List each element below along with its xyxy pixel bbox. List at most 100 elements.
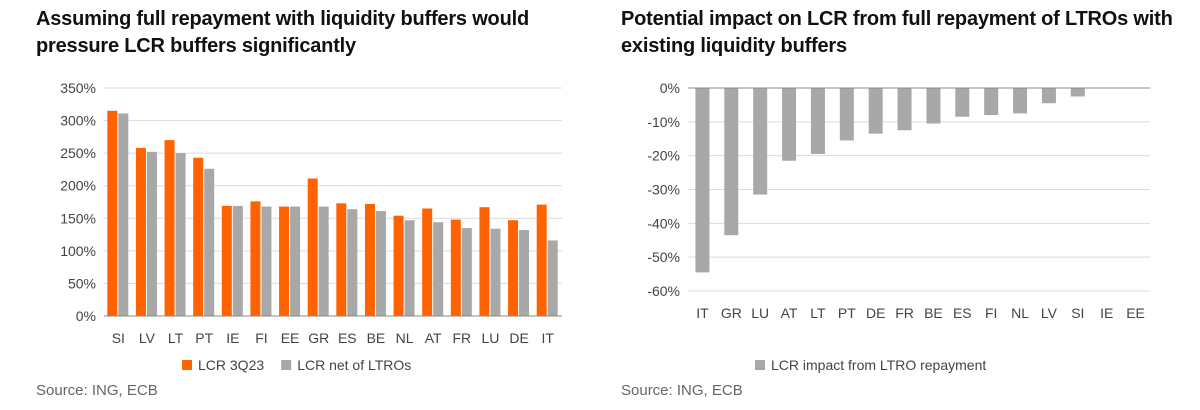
y-tick-label: 0% bbox=[660, 80, 680, 96]
bar-lcr-net-of-ltros-it bbox=[547, 240, 558, 316]
x-tick-label: DE bbox=[866, 305, 885, 321]
bar-lcr-impact-from-ltro-repayment-nl bbox=[1013, 88, 1028, 114]
legend-label: LCR impact from LTRO repayment bbox=[771, 357, 986, 373]
legend-swatch bbox=[182, 360, 192, 370]
bar-lcr-impact-from-ltro-repayment-pt bbox=[839, 88, 854, 141]
bar-lcr-net-of-ltros-fi bbox=[261, 206, 272, 316]
x-tick-label: IT bbox=[696, 305, 709, 321]
bar-lcr-3q23-es bbox=[336, 203, 347, 316]
bar-lcr-impact-from-ltro-repayment-lt bbox=[810, 88, 825, 154]
y-tick-label: -10% bbox=[647, 114, 680, 130]
y-tick-label: 150% bbox=[60, 210, 96, 226]
bar-lcr-3q23-ee bbox=[279, 206, 290, 316]
y-tick-label: 50% bbox=[68, 275, 96, 291]
legend-label: LCR 3Q23 bbox=[198, 357, 264, 373]
bar-lcr-impact-from-ltro-repayment-de bbox=[868, 88, 883, 134]
bar-lcr-3q23-at bbox=[422, 208, 433, 316]
y-tick-label: 350% bbox=[60, 80, 96, 96]
bar-lcr-3q23-it bbox=[536, 204, 547, 316]
bar-lcr-impact-from-ltro-repayment-it bbox=[695, 88, 710, 273]
lcr-impact-bar-chart: 0% -10% -20% -30% -40% -50% -60% IT GR LU AT LT PT DE… bbox=[647, 80, 1150, 373]
x-tick-label: LV bbox=[1041, 305, 1058, 321]
y-tick-label: 100% bbox=[60, 243, 96, 259]
bar-lcr-net-of-ltros-de bbox=[519, 230, 530, 316]
bar-lcr-impact-from-ltro-repayment-lv bbox=[1041, 88, 1056, 104]
bar-lcr-impact-from-ltro-repayment-es bbox=[955, 88, 970, 117]
y-tick-label: -20% bbox=[647, 148, 680, 164]
x-tick-label: ES bbox=[338, 330, 357, 346]
x-tick-label: BE bbox=[924, 305, 943, 321]
y-tick-label: -30% bbox=[647, 182, 680, 198]
bar-lcr-net-of-ltros-nl bbox=[404, 220, 415, 316]
x-tick-label: LU bbox=[481, 330, 499, 346]
x-tick-label: FR bbox=[452, 330, 471, 346]
bar-lcr-impact-from-ltro-repayment-fr bbox=[897, 88, 912, 131]
bar-lcr-net-of-ltros-be bbox=[375, 211, 386, 316]
bar-lcr-net-of-ltros-lt bbox=[175, 153, 186, 316]
x-tick-label: SI bbox=[1071, 305, 1084, 321]
x-tick-label: FI bbox=[985, 305, 997, 321]
bar-lcr-3q23-lv bbox=[135, 147, 146, 316]
legend-swatch bbox=[281, 360, 292, 370]
bar-lcr-3q23-pt bbox=[193, 157, 204, 316]
bar-lcr-impact-from-ltro-repayment-gr bbox=[724, 88, 739, 236]
bar-lcr-3q23-be bbox=[364, 203, 375, 316]
x-tick-label: GR bbox=[308, 330, 329, 346]
x-tick-label: NL bbox=[1011, 305, 1029, 321]
bar-lcr-3q23-lu bbox=[479, 207, 490, 316]
y-tick-label: 250% bbox=[60, 145, 96, 161]
chart-source: Source: ING, ECB bbox=[621, 382, 743, 399]
x-tick-label: PT bbox=[195, 330, 213, 346]
x-tick-label: SI bbox=[112, 330, 125, 346]
x-tick-label: IE bbox=[1100, 305, 1113, 321]
x-tick-label: FI bbox=[255, 330, 267, 346]
chart-source: Source: ING, ECB bbox=[36, 382, 158, 399]
legend-label: LCR net of LTROs bbox=[297, 357, 411, 373]
x-tick-label: AT bbox=[781, 305, 798, 321]
bar-lcr-net-of-ltros-si bbox=[118, 113, 129, 316]
bar-lcr-3q23-fr bbox=[450, 219, 461, 316]
bar-lcr-net-of-ltros-ee bbox=[290, 206, 301, 316]
bar-lcr-net-of-ltros-pt bbox=[204, 168, 215, 316]
x-tick-label: LT bbox=[810, 305, 826, 321]
bar-lcr-3q23-si bbox=[107, 110, 118, 316]
x-tick-label: ES bbox=[953, 305, 972, 321]
bar-lcr-3q23-nl bbox=[393, 215, 404, 316]
y-tick-label: -60% bbox=[647, 283, 680, 299]
x-tick-label: GR bbox=[721, 305, 742, 321]
y-tick-label: 300% bbox=[60, 113, 96, 129]
x-tick-label: LV bbox=[139, 330, 156, 346]
x-tick-label: BE bbox=[367, 330, 386, 346]
bar-lcr-net-of-ltros-at bbox=[433, 222, 444, 316]
y-tick-label: 0% bbox=[76, 308, 96, 324]
x-tick-label: IE bbox=[226, 330, 239, 346]
bar-lcr-net-of-ltros-es bbox=[347, 209, 358, 316]
x-tick-label: IT bbox=[541, 330, 554, 346]
x-tick-label: AT bbox=[425, 330, 442, 346]
chart-panel-lcr-impact: Potential impact on LCR from full repaym… bbox=[615, 0, 1200, 410]
x-tick-label: PT bbox=[838, 305, 856, 321]
bar-lcr-net-of-ltros-lu bbox=[490, 228, 501, 316]
x-tick-label: EE bbox=[281, 330, 300, 346]
x-tick-label: EE bbox=[1126, 305, 1145, 321]
y-tick-label: 200% bbox=[60, 178, 96, 194]
x-tick-label: DE bbox=[509, 330, 528, 346]
bar-lcr-net-of-ltros-gr bbox=[318, 206, 329, 316]
bar-lcr-3q23-fi bbox=[250, 201, 261, 316]
x-tick-label: LU bbox=[751, 305, 769, 321]
chart-title: Potential impact on LCR from full repaym… bbox=[621, 8, 1173, 57]
bar-lcr-impact-from-ltro-repayment-at bbox=[782, 88, 797, 161]
x-tick-label: NL bbox=[396, 330, 414, 346]
bar-lcr-impact-from-ltro-repayment-lu bbox=[753, 88, 768, 195]
x-tick-label: FR bbox=[895, 305, 914, 321]
bar-lcr-3q23-lt bbox=[164, 140, 175, 316]
bar-lcr-3q23-gr bbox=[307, 178, 318, 316]
bar-lcr-3q23-de bbox=[508, 220, 519, 316]
legend-swatch bbox=[755, 360, 765, 370]
y-tick-label: -50% bbox=[647, 249, 680, 265]
chart-title: Assuming full repayment with liquidity b… bbox=[36, 8, 529, 57]
lcr-bar-chart: 0% 50% 100% 150% 200% 250% 300% 350% SI LV LT PT IE F… bbox=[60, 80, 562, 373]
bar-lcr-net-of-ltros-lv bbox=[146, 151, 157, 316]
y-tick-label: -40% bbox=[647, 215, 680, 231]
chart-panel-lcr: Assuming full repayment with liquidity b… bbox=[36, 8, 562, 399]
